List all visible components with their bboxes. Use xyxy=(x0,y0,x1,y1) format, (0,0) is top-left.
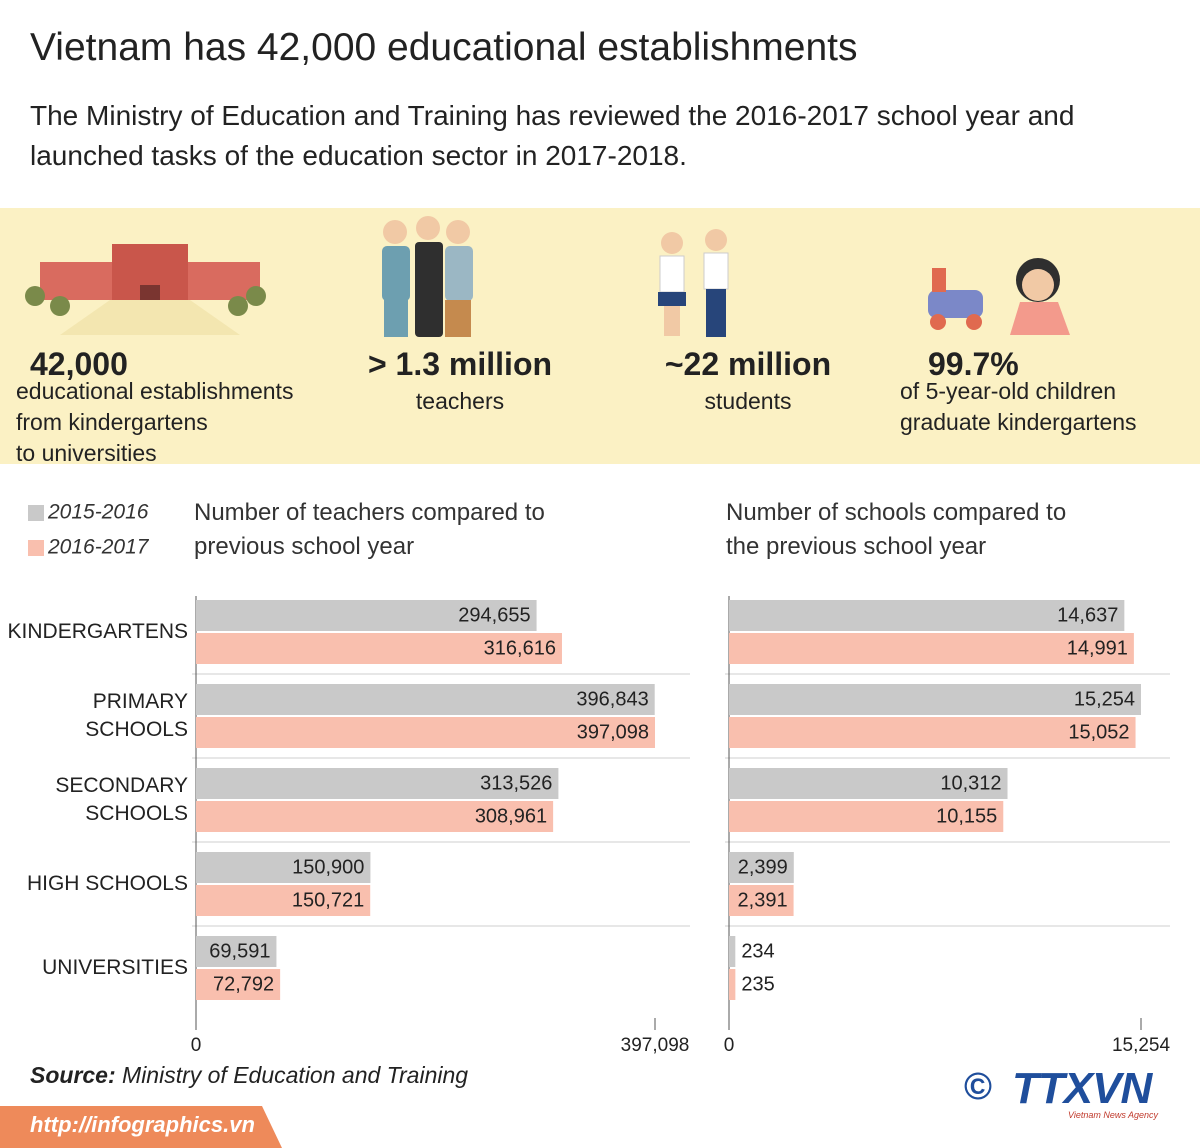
value-label: 15,052 xyxy=(1068,721,1129,743)
bar xyxy=(729,801,1004,832)
value-label: 397,098 xyxy=(577,721,649,743)
bar xyxy=(729,936,736,967)
bar xyxy=(196,936,277,967)
tick-label: 0 xyxy=(191,1035,202,1056)
copyright: © xyxy=(964,1066,992,1108)
stat-label: of 5-year-old children xyxy=(900,378,1117,404)
category-label: HIGH SCHOOLS xyxy=(26,872,188,895)
stat-label: teachers xyxy=(415,388,505,414)
tick-label: 397,098 xyxy=(621,1035,690,1056)
school-icon xyxy=(25,244,266,335)
value-label: 10,155 xyxy=(936,805,997,827)
bar xyxy=(729,852,794,883)
legend-label: 2016-2017 xyxy=(47,536,150,559)
value-label: 69,591 xyxy=(209,940,270,962)
source-label: Source: xyxy=(30,1062,116,1088)
bar xyxy=(729,600,1125,631)
stat-value: 99.7% xyxy=(928,346,1019,382)
kindergarten-icon xyxy=(928,258,1070,335)
bar xyxy=(729,969,736,1000)
bar xyxy=(196,684,655,715)
value-label: 2,391 xyxy=(738,889,788,911)
value-label: 150,900 xyxy=(292,856,364,878)
value-label: 14,637 xyxy=(1057,604,1118,626)
stat-label: from kindergartens xyxy=(16,409,208,435)
stat-value: 42,000 xyxy=(30,346,128,382)
category-label: UNIVERSITIES xyxy=(42,956,188,979)
chart-title: Number of teachers compared to previous … xyxy=(194,499,545,560)
stat-value: ~22 million xyxy=(664,346,832,382)
footer-tab xyxy=(0,1106,282,1148)
stat-value: > 1.3 million xyxy=(367,346,553,382)
stat-label: students xyxy=(704,388,792,414)
footer-url: http://infographics.vn xyxy=(30,1112,255,1137)
bar xyxy=(729,633,1134,664)
bar xyxy=(196,801,554,832)
title: Vietnam has 42,000 educational establish… xyxy=(30,26,858,69)
value-label: 2,399 xyxy=(738,856,788,878)
bar xyxy=(196,600,537,631)
bar xyxy=(729,885,794,916)
value-label: 294,655 xyxy=(458,604,530,626)
value-label: 10,312 xyxy=(940,772,1001,794)
logo: TTXVN xyxy=(1012,1064,1152,1113)
source-text: Ministry of Education and Training xyxy=(122,1062,469,1088)
subtitle: The Ministry of Education and Training h… xyxy=(30,100,1075,171)
chart-title: Number of schools compared to the previo… xyxy=(726,499,1067,560)
tick-label: 0 xyxy=(724,1035,735,1056)
bar xyxy=(729,717,1136,748)
value-label: 396,843 xyxy=(576,688,648,710)
value-label: 150,721 xyxy=(292,889,364,911)
stat-label: graduate kindergartens xyxy=(900,409,1137,435)
bar xyxy=(196,633,562,664)
teachers-icon xyxy=(382,216,473,337)
legend-swatch xyxy=(28,540,44,556)
value-label: 234 xyxy=(741,940,774,962)
value-label: 235 xyxy=(741,973,774,995)
value-label: 313,526 xyxy=(480,772,552,794)
bar xyxy=(196,969,281,1000)
students-icon xyxy=(658,229,729,337)
value-label: 14,991 xyxy=(1067,637,1128,659)
value-label: 72,792 xyxy=(213,973,274,995)
category-label: KINDERGARTENS xyxy=(7,620,188,643)
source: Source: Ministry of Education and Traini… xyxy=(30,1062,468,1089)
value-label: 316,616 xyxy=(484,637,556,659)
tick-label: 15,254 xyxy=(1112,1035,1171,1056)
category-label: SECONDARY SCHOOLS xyxy=(55,774,188,825)
bar xyxy=(196,852,371,883)
logo-sub: Vietnam News Agency xyxy=(1068,1110,1159,1120)
stats-band xyxy=(0,208,1200,464)
bar xyxy=(196,717,655,748)
category-label: PRIMARY SCHOOLS xyxy=(85,690,188,741)
legend-label: 2015-2016 xyxy=(47,501,149,524)
value-label: 308,961 xyxy=(475,805,547,827)
stat-label: to universities xyxy=(16,440,157,466)
value-label: 15,254 xyxy=(1074,688,1135,710)
bar xyxy=(196,768,559,799)
bar xyxy=(729,684,1141,715)
legend-swatch xyxy=(28,505,44,521)
stat-label: educational establishments xyxy=(16,378,294,404)
bar xyxy=(729,768,1008,799)
bar xyxy=(196,885,371,916)
